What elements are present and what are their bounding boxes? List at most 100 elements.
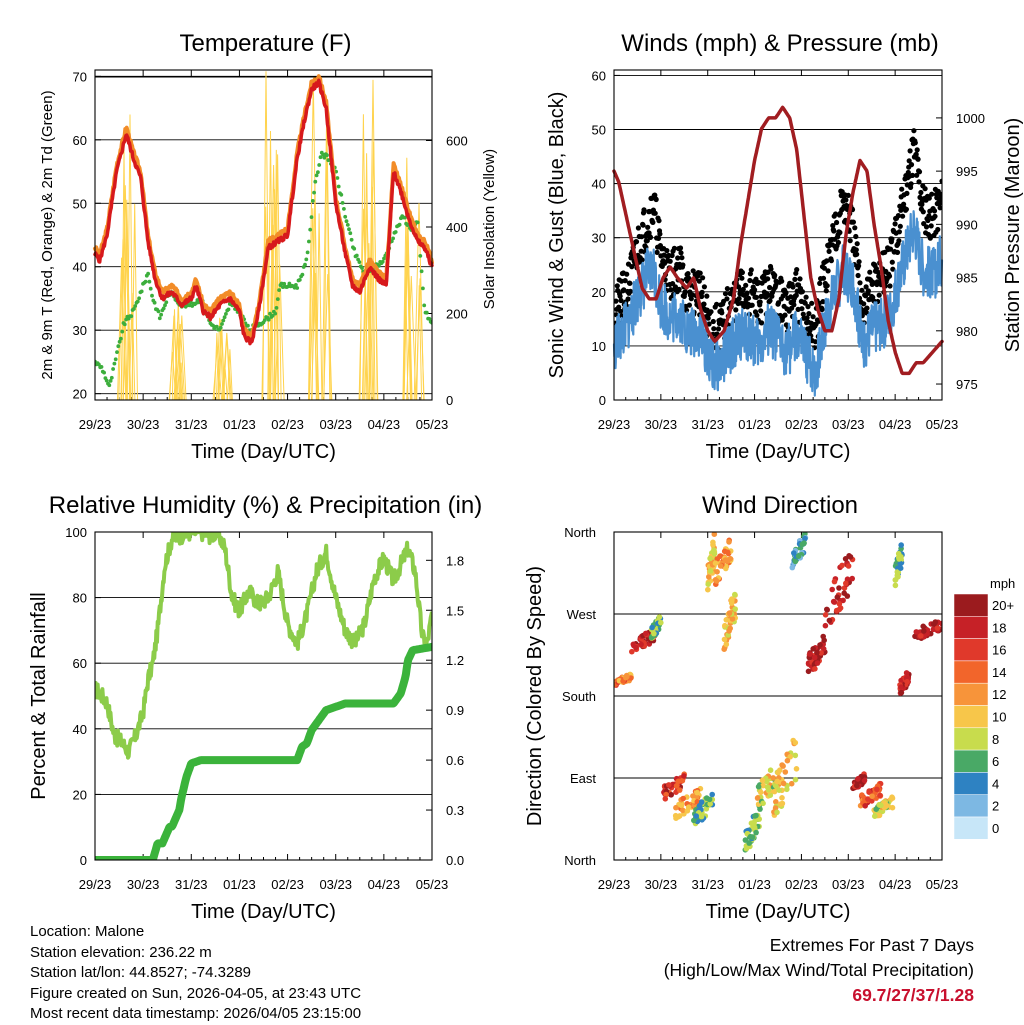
gust-point [931, 208, 938, 214]
dewpoint-point [226, 307, 231, 312]
gust-point [935, 226, 941, 233]
direction-point [709, 791, 715, 798]
direction-point [889, 795, 896, 801]
gust-point [861, 301, 867, 307]
wind-direction-panel: Wind Direction Time (Day/UTC) 29/23 30/23 31… [524, 492, 958, 923]
direction-point [861, 777, 868, 784]
dewpoint-point [335, 176, 340, 180]
temperature-y2tick-label: 0 [446, 393, 453, 408]
dewpoint-point [161, 306, 166, 311]
gust-point [792, 276, 798, 282]
direction-point [732, 591, 738, 598]
direction-point [834, 594, 841, 600]
direction-point [862, 803, 868, 809]
winds-xtick-label: 29/23 [598, 417, 631, 432]
gust-point [710, 318, 716, 325]
dewpoint-point [275, 297, 280, 301]
dewpoint-point [159, 312, 164, 317]
gust-point [896, 229, 903, 235]
gust-point [928, 223, 934, 229]
solar-spike [168, 351, 177, 400]
gust-point [622, 278, 628, 284]
legend-label: 20+ [992, 598, 1014, 613]
dewpoint-point [286, 284, 290, 289]
dewpoint-point [147, 279, 152, 284]
direction-point [878, 802, 884, 809]
gust-point [758, 308, 764, 314]
gust-point [640, 222, 646, 228]
dewpoint-point [294, 283, 298, 287]
direction-point [725, 549, 731, 556]
dewpoint-point [297, 278, 302, 282]
direction-point [673, 783, 680, 789]
direction-point [712, 560, 719, 566]
direction-point [764, 784, 771, 790]
winds-xtick-label: 04/23 [879, 417, 912, 432]
humidity-xtick-label: 01/23 [223, 877, 256, 892]
dewpoint-point [314, 173, 319, 178]
direction-point [789, 564, 796, 571]
legend-swatch [953, 727, 989, 751]
legend-label: 14 [992, 665, 1006, 680]
dewpoint-point [117, 339, 122, 344]
dewpoint-point [99, 365, 104, 369]
solar-spike [323, 274, 333, 400]
dewpoint-point [312, 190, 316, 195]
gust-point [854, 251, 860, 257]
gust-point [794, 267, 800, 273]
humidity-xtick-label: 31/23 [175, 877, 208, 892]
solar-spike [122, 199, 131, 400]
direction-xtick-label: 04/23 [879, 877, 912, 892]
direction-point [675, 778, 682, 785]
direction-point [676, 813, 683, 819]
direction-point [812, 666, 818, 672]
station-latlon: Station lat/lon: 44.8527; -74.3289 [30, 964, 252, 981]
dewpoint-point [148, 286, 153, 291]
dewpoint-point [419, 269, 424, 274]
gust-point [686, 302, 693, 308]
gust-point [704, 293, 710, 299]
gust-point [865, 288, 872, 294]
solar-spike [274, 264, 285, 400]
dewpoint-point [282, 281, 287, 286]
dewpoint-point [402, 215, 407, 220]
direction-point [732, 606, 738, 612]
winds-y2tick-label: 995 [956, 164, 978, 179]
legend-swatch [953, 816, 989, 840]
temperature-xtick-label: 04/23 [368, 417, 401, 432]
direction-point [643, 630, 649, 637]
dewpoint-point [107, 383, 112, 388]
gust-point [782, 312, 788, 318]
gust-point [747, 271, 754, 277]
dewpoint-point [322, 155, 327, 160]
direction-point [889, 804, 896, 811]
direction-point [668, 792, 674, 798]
legend-label: 2 [992, 799, 999, 814]
direction-point [623, 674, 629, 681]
humidity-y2tick-label: 1.2 [446, 653, 464, 668]
direction-point [721, 636, 728, 643]
gust-point [675, 255, 681, 261]
gust-point [824, 258, 830, 264]
gust-point [633, 239, 640, 245]
gust-point [627, 280, 633, 286]
gust-point [926, 195, 932, 201]
winds-xtick-label: 05/23 [926, 417, 959, 432]
gust-point [938, 197, 942, 203]
gust-point [876, 292, 882, 298]
legend-swatch [953, 660, 989, 684]
winds-xtick-label: 02/23 [785, 417, 818, 432]
direction-point [629, 648, 635, 655]
direction-point [779, 795, 785, 801]
gust-point [749, 302, 755, 308]
gust-point [843, 197, 849, 203]
direction-point [722, 557, 729, 563]
direction-point [829, 586, 835, 593]
temperature-y2label: Solar Insolation (Yellow) [481, 149, 498, 309]
direction-xlabel: Time (Day/UTC) [706, 901, 851, 923]
gust-point [907, 148, 913, 154]
dewpoint-point [132, 307, 136, 311]
station-info: Location: Malone Station elevation: 236.… [30, 922, 361, 1025]
direction-point [904, 679, 910, 685]
gust-point [939, 178, 942, 184]
